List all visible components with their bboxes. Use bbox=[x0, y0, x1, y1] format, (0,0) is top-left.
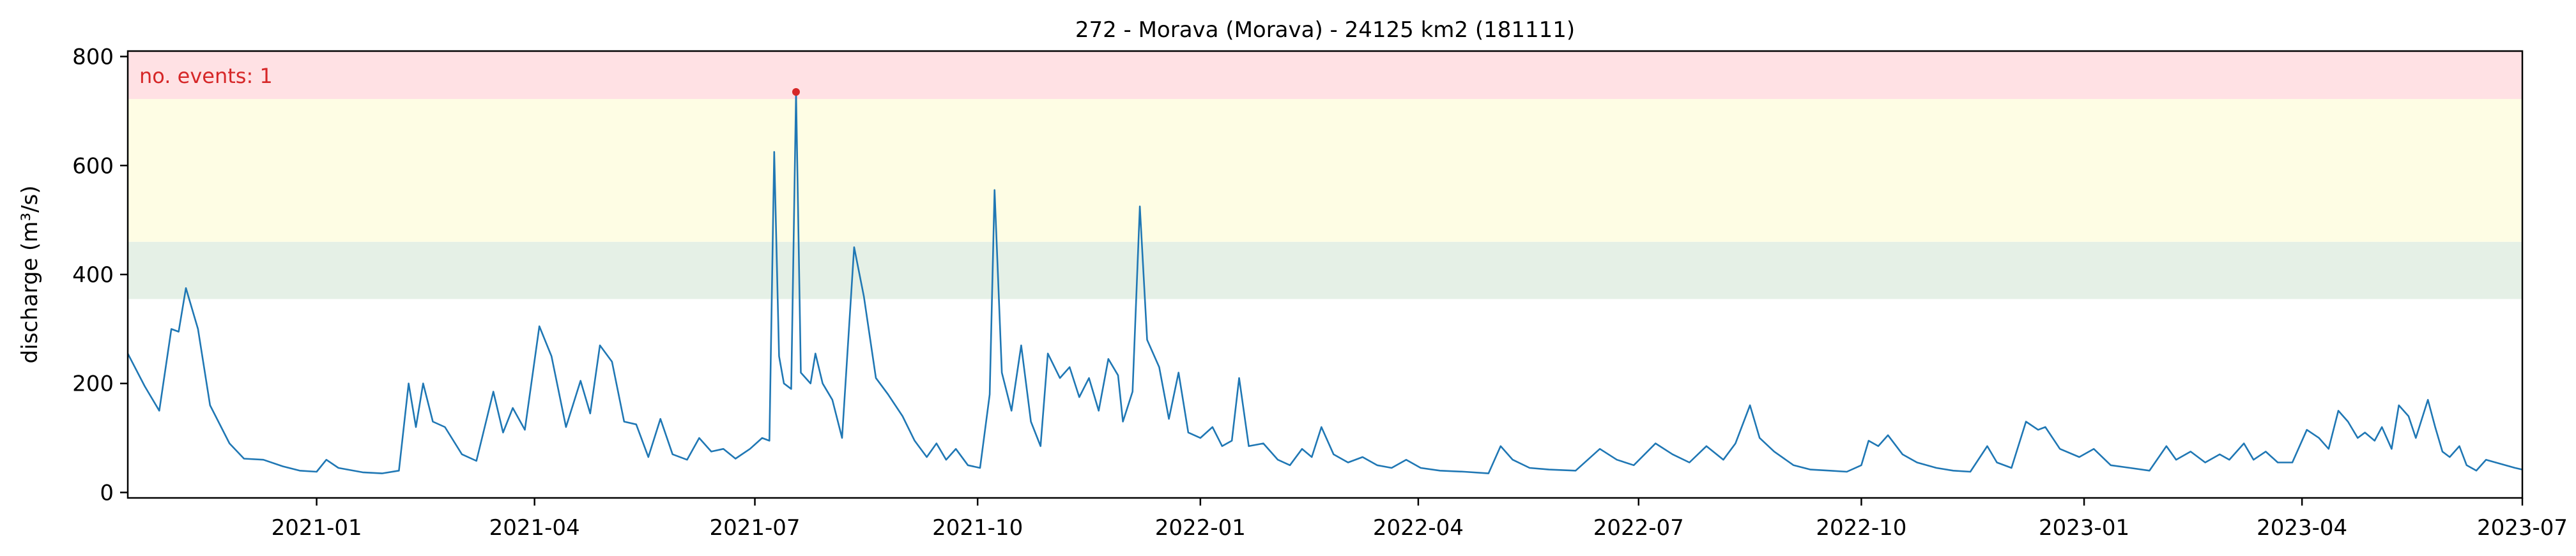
event-count-annotation: no. events: 1 bbox=[139, 64, 273, 88]
x-tick-label: 2021-04 bbox=[489, 515, 580, 541]
x-tick-label: 2023-04 bbox=[2257, 515, 2347, 541]
y-axis-label: discharge (m³/s) bbox=[17, 186, 43, 364]
x-tick-label: 2023-01 bbox=[2039, 515, 2129, 541]
threshold-band-3 bbox=[128, 51, 2522, 100]
y-axis: 0 200 400 600 800 bbox=[72, 45, 128, 506]
x-tick-label: 2022-01 bbox=[1155, 515, 1246, 541]
x-tick-label: 2021-07 bbox=[709, 515, 800, 541]
x-tick-label: 2021-10 bbox=[932, 515, 1023, 541]
event-marker-point bbox=[792, 88, 800, 96]
threshold-band-2 bbox=[128, 99, 2522, 242]
x-tick-label: 2023-07 bbox=[2477, 515, 2568, 541]
discharge-series-line bbox=[126, 91, 2523, 474]
y-tick-label: 0 bbox=[100, 480, 114, 506]
chart-title: 272 - Morava (Morava) - 24125 km2 (18111… bbox=[1075, 17, 1575, 43]
x-axis: 2021-01 2021-04 2021-07 2021-10 2022-01 2022-… bbox=[272, 498, 2568, 541]
x-tick-label: 2022-10 bbox=[1816, 515, 1906, 541]
y-tick-label: 800 bbox=[72, 45, 114, 70]
x-tick-label: 2022-04 bbox=[1373, 515, 1464, 541]
y-tick-label: 600 bbox=[72, 153, 114, 179]
threshold-band-1 bbox=[128, 241, 2522, 299]
x-tick-label: 2021-01 bbox=[272, 515, 362, 541]
y-tick-label: 200 bbox=[72, 372, 114, 397]
y-tick-label: 400 bbox=[72, 262, 114, 288]
series-layer bbox=[126, 91, 2523, 474]
event-markers bbox=[792, 88, 800, 96]
threshold-bands bbox=[128, 51, 2522, 299]
x-tick-label: 2022-07 bbox=[1593, 515, 1684, 541]
